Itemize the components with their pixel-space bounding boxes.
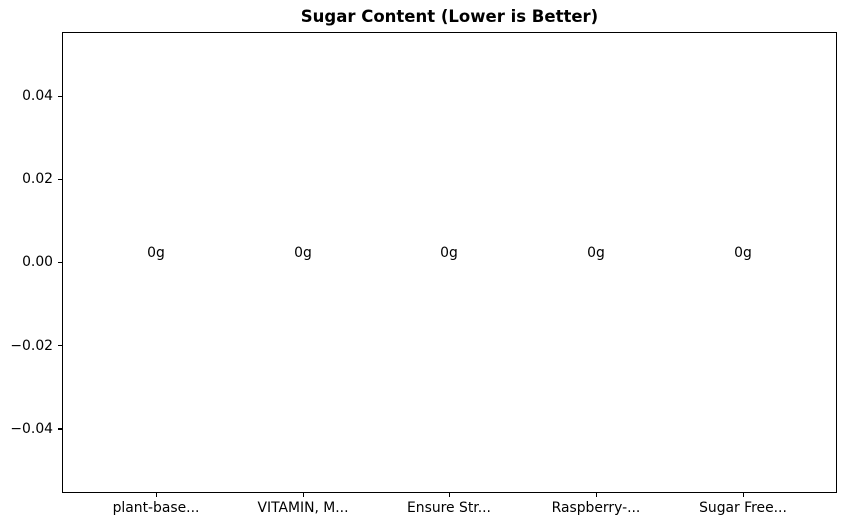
y-axis-tick-label: 0.00 (22, 254, 53, 270)
x-tick-mark (742, 493, 744, 497)
bar-value-label: 0g (734, 245, 752, 261)
y-tick-mark (58, 262, 62, 264)
chart-title: Sugar Content (Lower is Better) (300, 7, 599, 26)
x-tick-mark (302, 493, 304, 497)
plot-area (62, 32, 837, 493)
x-axis-tick-label: Sugar Free... (699, 500, 787, 516)
x-tick-mark (155, 493, 157, 497)
x-tick-mark (596, 493, 598, 497)
y-axis-tick-label: −0.04 (10, 421, 53, 437)
bar-value-label: 0g (587, 245, 605, 261)
y-axis-tick-label: −0.02 (10, 338, 53, 354)
y-tick-mark (58, 178, 62, 180)
y-tick-mark (58, 345, 62, 347)
x-axis-tick-label: Ensure Str... (407, 500, 491, 516)
x-axis-tick-label: VITAMIN, M... (257, 500, 349, 516)
bar-value-label: 0g (294, 245, 312, 261)
y-tick-mark (58, 95, 62, 97)
x-axis-tick-label: Raspberry-... (551, 500, 641, 516)
bar-value-label: 0g (440, 245, 458, 261)
y-axis-tick-label: 0.02 (22, 171, 53, 187)
y-tick-mark (58, 428, 62, 430)
y-axis-tick-label: 0.04 (22, 88, 53, 104)
bar-value-label: 0g (147, 245, 165, 261)
x-axis-tick-label: plant-base... (112, 500, 200, 516)
x-tick-mark (449, 493, 451, 497)
